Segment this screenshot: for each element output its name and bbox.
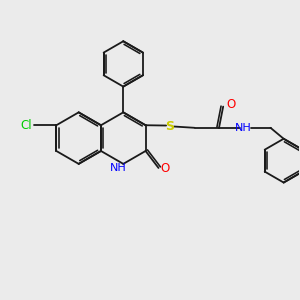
Text: NH: NH bbox=[235, 123, 252, 133]
Text: O: O bbox=[226, 98, 236, 111]
Text: Cl: Cl bbox=[21, 119, 32, 132]
Text: NH: NH bbox=[110, 163, 127, 173]
Text: O: O bbox=[161, 163, 170, 176]
Text: S: S bbox=[166, 120, 175, 133]
